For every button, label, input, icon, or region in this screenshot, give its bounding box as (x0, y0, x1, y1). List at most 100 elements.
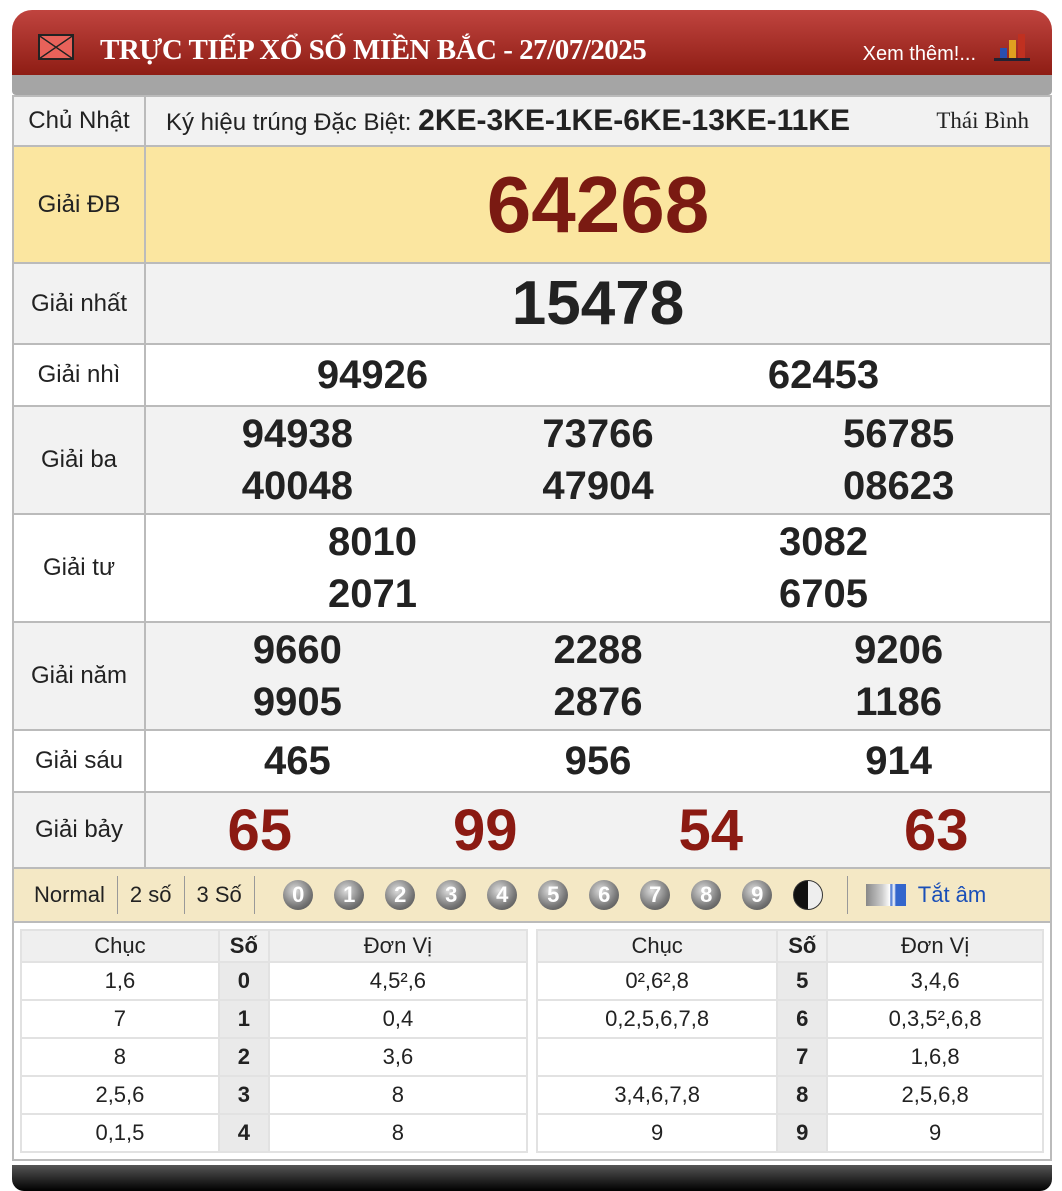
prize-number: 956 (564, 739, 632, 783)
display-controls: Normal 2 số 3 Số 0 1 2 3 4 5 6 7 8 9 Tắt… (12, 869, 1052, 923)
loto-row: 3,4,6,7,8 8 2,5,6,8 (535, 1075, 1044, 1115)
mode-3-digits[interactable]: 3 Số (185, 876, 255, 914)
chuc-cell: 1,6 (20, 961, 220, 1001)
digit-ball-4[interactable]: 4 (487, 880, 518, 910)
prize-7: 65 99 54 63 (144, 791, 1052, 869)
loto-row: 2,5,6 3 8 (20, 1075, 529, 1115)
so-cell: 4 (217, 1113, 270, 1153)
col-donvi: Đơn Vị (267, 929, 529, 963)
chuc-cell: 3,4,6,7,8 (535, 1075, 779, 1115)
prize-label-5: Giải năm (12, 621, 146, 731)
header-band (12, 75, 1052, 95)
donvi-cell: 3,6 (267, 1037, 529, 1077)
digit-ball-3[interactable]: 3 (436, 880, 467, 910)
prize-number: 99 (452, 797, 518, 863)
prize-number: 65 (227, 797, 292, 863)
prize-number: 9660 (252, 628, 342, 672)
footer-bar (12, 1165, 1052, 1191)
prize-number: 08623 (843, 464, 955, 508)
speaker-icon[interactable] (865, 884, 906, 906)
chuc-cell: 0,2,5,6,7,8 (535, 999, 779, 1039)
digit-ball-9[interactable]: 9 (742, 880, 773, 910)
digit-ball-6[interactable]: 6 (589, 880, 620, 910)
prize-number: 2071 (328, 572, 417, 616)
day-of-week: Chủ Nhật (12, 95, 146, 147)
loto-table-left: Chục Số Đơn Vị 1,6 0 4,5²,6 7 1 0,4 8 2 3,6 2,5,6 3 8 0… (20, 929, 529, 1153)
page-title: TRỰC TIẾP XỔ SỐ MIỀN BẮC - 27/07/2025 (100, 34, 647, 66)
prize-5: 9660 2288 9206 9905 2876 1186 (144, 621, 1052, 731)
yin-yang-icon[interactable] (792, 880, 823, 910)
prize-number: 73766 (542, 412, 654, 456)
prize-db: 64268 (144, 145, 1052, 264)
special-prize-number: 64268 (486, 159, 710, 249)
mode-2-digits[interactable]: 2 số (118, 876, 185, 914)
prize-number: 47904 (542, 464, 654, 508)
prize-number: 3082 (779, 520, 868, 564)
mode-normal[interactable]: Normal (22, 876, 118, 914)
prize-number: 2876 (553, 680, 643, 724)
loto-row: 0²,6²,8 5 3,4,6 (535, 961, 1044, 1001)
prize-number: 2288 (553, 628, 643, 672)
prize-2: 94926 62453 (144, 343, 1052, 407)
header-bar: TRỰC TIẾP XỔ SỐ MIỀN BẮC - 27/07/2025 Xe… (12, 10, 1052, 75)
see-more-link[interactable]: Xem thêm!... (862, 43, 976, 65)
prize-label-3: Giải ba (12, 405, 146, 515)
donvi-cell: 9 (826, 1113, 1044, 1153)
digit-ball-8[interactable]: 8 (691, 880, 722, 910)
col-so: Số (217, 929, 270, 963)
prize-number: 94926 (316, 353, 429, 397)
prize-label-6: Giải sáu (12, 729, 146, 793)
prize-4: 8010 3082 2071 6705 (144, 513, 1052, 623)
envelope-icon (38, 34, 74, 60)
loto-row: 7 1,6,8 (535, 1037, 1044, 1077)
bar-chart-icon[interactable] (994, 32, 1030, 61)
digit-ball-7[interactable]: 7 (640, 880, 671, 910)
so-cell: 8 (776, 1075, 829, 1115)
loto-header-row: Chục Số Đơn Vị (535, 929, 1044, 963)
donvi-cell: 8 (267, 1075, 529, 1115)
donvi-cell: 0,4 (267, 999, 529, 1039)
prize-number: 465 (263, 739, 331, 783)
loto-row: 7 1 0,4 (20, 999, 529, 1039)
chuc-cell: 0,1,5 (20, 1113, 220, 1153)
chuc-cell: 0²,6²,8 (535, 961, 779, 1001)
so-cell: 1 (217, 999, 270, 1039)
prize-label-7: Giải bảy (12, 791, 146, 869)
digit-ball-0[interactable]: 0 (283, 880, 314, 910)
digit-ball-2[interactable]: 2 (385, 880, 416, 910)
prize-number: 54 (678, 797, 743, 863)
province: Thái Bình (936, 108, 1029, 133)
so-cell: 6 (776, 999, 829, 1039)
chuc-cell: 9 (535, 1113, 779, 1153)
prize-number: 9905 (252, 680, 342, 724)
prize-number: 62453 (767, 353, 880, 397)
col-donvi: Đơn Vị (826, 929, 1044, 963)
chuc-cell: 2,5,6 (20, 1075, 220, 1115)
loto-row: 0,2,5,6,7,8 6 0,3,5²,6,8 (535, 999, 1044, 1039)
prize-number: 8010 (328, 520, 417, 564)
prize-number: 914 (865, 739, 933, 783)
mute-button[interactable]: Tắt âm (917, 882, 987, 907)
col-chuc: Chục (20, 929, 220, 963)
so-cell: 0 (217, 961, 270, 1001)
donvi-cell: 2,5,6,8 (826, 1075, 1044, 1115)
prize-6: 465 956 914 (144, 729, 1052, 793)
digit-ball-5[interactable]: 5 (538, 880, 569, 910)
loto-table-right: Chục Số Đơn Vị 0²,6²,8 5 3,4,6 0,2,5,6,7,8 6 0,3… (535, 929, 1044, 1153)
loto-header-row: Chục Số Đơn Vị (20, 929, 529, 963)
donvi-cell: 3,4,6 (826, 961, 1044, 1001)
so-cell: 9 (776, 1113, 829, 1153)
so-cell: 2 (217, 1037, 270, 1077)
prize-number: 63 (903, 797, 969, 863)
chuc-cell: 8 (20, 1037, 220, 1077)
prize-number: 9206 (854, 628, 944, 672)
donvi-cell: 8 (267, 1113, 529, 1153)
loto-tables: Chục Số Đơn Vị 1,6 0 4,5²,6 7 1 0,4 8 2 3,6 2,5,6 3 8 0… (12, 923, 1052, 1161)
so-cell: 5 (776, 961, 829, 1001)
special-code-cell: Ký hiệu trúng Đặc Biệt: 2KE-3KE-1KE-6KE-… (144, 95, 1052, 147)
loto-row: 8 2 3,6 (20, 1037, 529, 1077)
digit-ball-1[interactable]: 1 (334, 880, 365, 910)
prize-number: 94938 (241, 412, 353, 456)
chuc-cell: 7 (20, 999, 220, 1039)
